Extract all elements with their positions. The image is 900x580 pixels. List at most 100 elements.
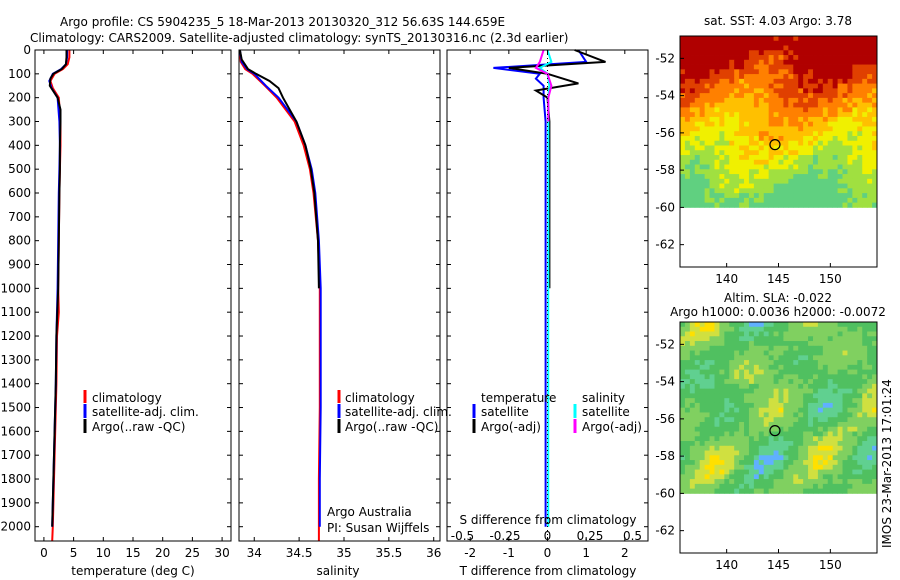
map-cell	[763, 336, 770, 342]
series-line-1	[238, 49, 322, 527]
map-cell	[827, 78, 834, 85]
map-cell	[719, 150, 725, 156]
map-cell	[699, 331, 706, 337]
map-cell	[872, 412, 878, 418]
map-cell	[684, 202, 691, 208]
map-cell	[748, 379, 755, 385]
map-cell	[714, 197, 720, 204]
map-cell	[862, 412, 868, 418]
map-cell	[847, 393, 853, 399]
map-cell	[857, 126, 863, 132]
map-cell	[763, 479, 770, 485]
map-cell	[768, 102, 774, 108]
map-cell	[763, 193, 770, 199]
map-cell	[768, 369, 774, 375]
map-cell	[748, 402, 755, 409]
map-cell	[724, 155, 730, 161]
map-cell	[709, 69, 715, 75]
map-cell	[758, 426, 765, 432]
map-cell	[852, 164, 858, 170]
map-cell	[753, 412, 760, 418]
map-cell	[719, 78, 725, 85]
map-cell	[793, 155, 799, 161]
map-cell	[778, 174, 784, 180]
map-cell	[827, 74, 834, 80]
map-cell	[837, 69, 843, 75]
map-cell	[832, 331, 838, 337]
map-cell	[872, 345, 878, 351]
map-cell	[694, 74, 701, 80]
map-cell	[748, 193, 755, 199]
map-cell	[798, 393, 804, 399]
map-cell	[709, 341, 715, 347]
map-cell	[699, 393, 706, 399]
map-cell	[704, 50, 710, 56]
map-cell	[748, 412, 755, 418]
map-cell	[808, 83, 814, 89]
map-cell	[768, 193, 774, 199]
map-cell	[857, 159, 863, 165]
map-cell	[847, 40, 853, 46]
map-cell	[832, 483, 838, 490]
map-cell	[724, 64, 730, 70]
map-cell	[689, 88, 696, 94]
map-cell	[803, 169, 809, 175]
map-cell	[857, 97, 863, 104]
map-cell	[788, 441, 794, 447]
map-cell	[768, 36, 774, 42]
map-cell	[808, 331, 814, 337]
map-cell	[680, 360, 686, 366]
map-cell	[758, 59, 765, 65]
map-cell	[778, 402, 784, 409]
map-cell	[817, 426, 824, 432]
map-cell	[778, 326, 784, 332]
map-cell	[773, 402, 779, 409]
map-cell	[704, 341, 710, 347]
x-tick-label: 10	[96, 546, 111, 560]
map-cell	[822, 369, 829, 375]
map-cell	[822, 421, 829, 428]
map-cell	[852, 326, 858, 332]
map-cell	[744, 40, 750, 46]
map-cell	[842, 360, 848, 366]
map-cell	[719, 431, 725, 437]
map-cell	[758, 355, 765, 361]
map-cell	[808, 393, 814, 399]
map-cell	[758, 69, 765, 75]
map-cell	[812, 455, 819, 461]
map-cell	[822, 116, 829, 123]
map-cell	[817, 69, 824, 75]
map-cell	[753, 107, 760, 113]
map-cell	[768, 412, 774, 418]
map-cell	[699, 341, 706, 347]
map-cell	[793, 460, 799, 466]
map-cell	[768, 78, 774, 85]
map-cell	[758, 197, 765, 204]
map-cell	[689, 431, 696, 437]
map-cell	[778, 150, 784, 156]
map-cell	[773, 455, 779, 461]
map-cell	[719, 479, 725, 485]
map-cell	[808, 197, 814, 204]
map-cell	[680, 402, 686, 409]
map-cell	[724, 398, 730, 404]
map-cell	[827, 197, 834, 204]
map-cell	[872, 455, 878, 461]
map-cell	[842, 97, 848, 104]
map-cell	[808, 326, 814, 332]
map-cell	[783, 469, 789, 475]
map-cell	[744, 78, 750, 85]
map-cell	[852, 464, 858, 470]
map-cell	[822, 469, 829, 475]
map-cell	[724, 322, 730, 328]
map-cell	[748, 116, 755, 123]
map-cell	[734, 421, 740, 428]
map-cell	[822, 45, 829, 51]
map-cell	[714, 450, 720, 456]
map-cell	[689, 488, 696, 494]
map-cell	[842, 121, 848, 127]
map-cell	[753, 64, 760, 70]
map-cell	[832, 360, 838, 366]
map-cell	[872, 431, 878, 437]
map-cell	[827, 388, 834, 394]
